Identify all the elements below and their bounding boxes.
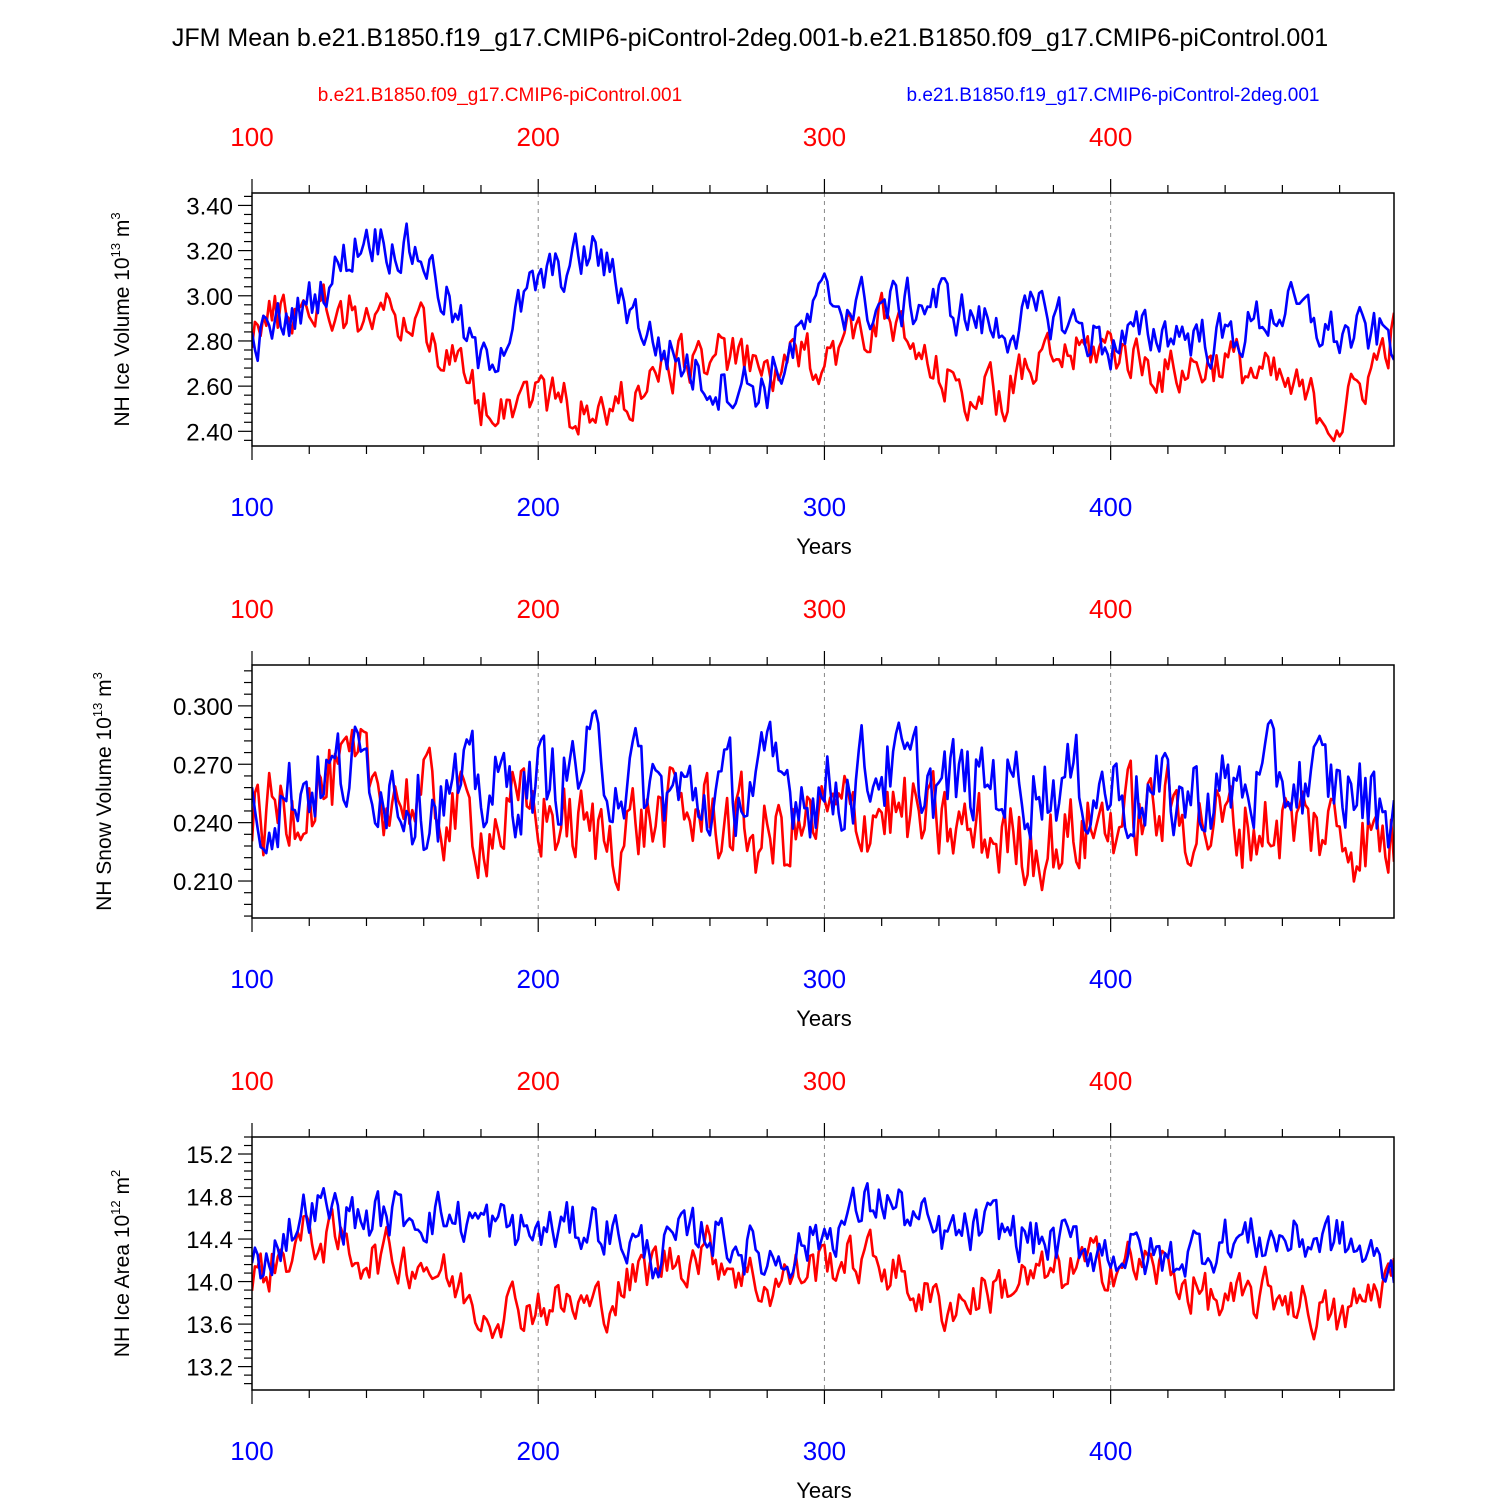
ytick-label: 14.4: [186, 1227, 233, 1254]
ice-area-panel: NH Ice Area 1012 m2 13.2 13.6 14.0 14.4 14.8…: [108, 1066, 1395, 1500]
ylabel-text: NH Snow Volume 1013 m3: [90, 672, 116, 911]
snow-volume-ticks: [238, 651, 1341, 932]
ylabel-unit-exp: 3: [90, 672, 105, 679]
snow-volume-ylabel: NH Snow Volume 1013 m3: [90, 672, 116, 911]
ylabel-unit-exp: 3: [108, 212, 123, 219]
ice-volume-series: [252, 222, 1394, 443]
ice-volume-gridlines: [537, 193, 1112, 446]
blue-series-line: [252, 222, 1394, 411]
ylabel-unit: m: [93, 679, 116, 702]
red-series-line: [252, 1207, 1394, 1341]
xtick-top-label: 100: [230, 594, 273, 624]
xtick-bottom-label: 300: [803, 964, 846, 994]
ice-area-series: [252, 1182, 1394, 1341]
snow-volume-ytick-labels: 0.210 0.240 0.270 0.300: [173, 694, 233, 896]
ylabel-exp: 13: [108, 243, 123, 257]
snow-volume-xlabel: Years: [796, 1006, 851, 1031]
xtick-top-label: 300: [803, 122, 846, 152]
ytick-label: 13.6: [186, 1312, 233, 1339]
xtick-bottom-label: 200: [517, 964, 560, 994]
ice-area-ytick-labels: 13.2 13.6 14.0 14.4 14.8 15.2: [186, 1142, 233, 1382]
ice-area-ticks: [238, 1123, 1341, 1404]
xtick-top-label: 200: [517, 594, 560, 624]
snow-volume-top-tick-labels: 100 200 300 400: [230, 594, 1132, 624]
xtick-top-label: 200: [517, 122, 560, 152]
xtick-top-label: 400: [1089, 122, 1132, 152]
blue-series-line: [252, 709, 1394, 855]
blue-series-line: [252, 1182, 1394, 1284]
ytick-label: 0.300: [173, 694, 233, 721]
ytick-label: 2.80: [186, 329, 233, 356]
ytick-label: 3.00: [186, 284, 233, 311]
figure-title: JFM Mean b.e21.B1850.f19_g17.CMIP6-piCon…: [172, 24, 1328, 52]
snow-volume-frame: [251, 664, 1395, 919]
ytick-label: 15.2: [186, 1142, 233, 1169]
ytick-label: 14.8: [186, 1185, 233, 1212]
ytick-label: 13.2: [186, 1355, 233, 1382]
xtick-bottom-label: 200: [517, 492, 560, 522]
xtick-top-label: 200: [517, 1066, 560, 1096]
ice-volume-top-tick-labels: 100 200 300 400: [230, 122, 1132, 152]
ice-area-frame: [251, 1136, 1395, 1391]
snow-volume-series: [252, 709, 1394, 892]
ylabel-text: NH Ice Volume 1013 m3: [108, 212, 134, 426]
xtick-bottom-label: 100: [230, 492, 273, 522]
ylabel-exp: 12: [108, 1200, 123, 1214]
ylabel-exp: 13: [90, 703, 105, 717]
xtick-top-label: 400: [1089, 1066, 1132, 1096]
ice-volume-frame: [251, 192, 1395, 447]
ice-volume-xlabel: Years: [796, 534, 851, 559]
ytick-label: 14.0: [186, 1270, 233, 1297]
ytick-label: 0.240: [173, 811, 233, 838]
ice-area-top-tick-labels: 100 200 300 400: [230, 1066, 1132, 1096]
snow-volume-gridlines: [537, 665, 1112, 918]
snow-volume-bottom-tick-labels: 100 200 300 400: [230, 964, 1132, 994]
xtick-top-label: 300: [803, 1066, 846, 1096]
xtick-bottom-label: 200: [517, 1436, 560, 1466]
snow-volume-panel: NH Snow Volume 1013 m3 0.2100.2400.2700.…: [90, 594, 1395, 1031]
xtick-bottom-label: 100: [230, 964, 273, 994]
xtick-top-label: 400: [1089, 594, 1132, 624]
ice-area-bottom-tick-labels: 100 200 300 400: [230, 1436, 1132, 1466]
xtick-bottom-label: 400: [1089, 1436, 1132, 1466]
ice-area-ylabel: NH Ice Area 1012 m2: [108, 1170, 134, 1357]
xtick-top-label: 100: [230, 122, 273, 152]
ylabel-main: NH Snow Volume 10: [93, 717, 116, 911]
ytick-label: 3.20: [186, 239, 233, 266]
ylabel-unit: m: [111, 220, 134, 243]
ice-volume-ytick-labels: 2.40 2.60 2.80 3.00 3.20 3.40: [186, 193, 233, 446]
xtick-bottom-label: 400: [1089, 964, 1132, 994]
ice-volume-bottom-tick-labels: 100 200 300 400: [230, 492, 1132, 522]
ytick-label: 0.270: [173, 752, 233, 779]
ylabel-main: NH Ice Area 10: [111, 1215, 134, 1357]
ytick-label: 0.210: [173, 869, 233, 896]
legend-blue-label: b.e21.B1850.f19_g17.CMIP6-piControl-2deg…: [906, 85, 1319, 106]
ytick-label: 2.60: [186, 374, 233, 401]
ytick-label: 3.40: [186, 193, 233, 220]
ice-area-xlabel: Years: [796, 1478, 851, 1500]
ice-volume-ticks: [238, 179, 1341, 460]
xtick-top-label: 300: [803, 594, 846, 624]
ytick-label: 2.40: [186, 419, 233, 446]
ylabel-main: NH Ice Volume 10: [111, 257, 134, 426]
xtick-bottom-label: 300: [803, 1436, 846, 1466]
ylabel-unit: m: [111, 1177, 134, 1200]
ice-area-gridlines: [537, 1137, 1112, 1390]
ylabel-text: NH Ice Area 1012 m2: [108, 1170, 134, 1357]
xtick-bottom-label: 100: [230, 1436, 273, 1466]
ice-volume-ylabel: NH Ice Volume 1013 m3: [108, 212, 134, 426]
legend-red-label: b.e21.B1850.f09_g17.CMIP6-piControl.001: [318, 85, 682, 106]
red-series-line: [252, 283, 1394, 443]
xtick-top-label: 100: [230, 1066, 273, 1096]
xtick-bottom-label: 300: [803, 492, 846, 522]
xtick-bottom-label: 400: [1089, 492, 1132, 522]
ice-volume-panel: NH Ice Volume 1013 m3 2.40 2.60 2.80 3.00 3.…: [108, 122, 1395, 559]
ylabel-unit-exp: 2: [108, 1170, 123, 1177]
red-series-line: [252, 727, 1394, 892]
